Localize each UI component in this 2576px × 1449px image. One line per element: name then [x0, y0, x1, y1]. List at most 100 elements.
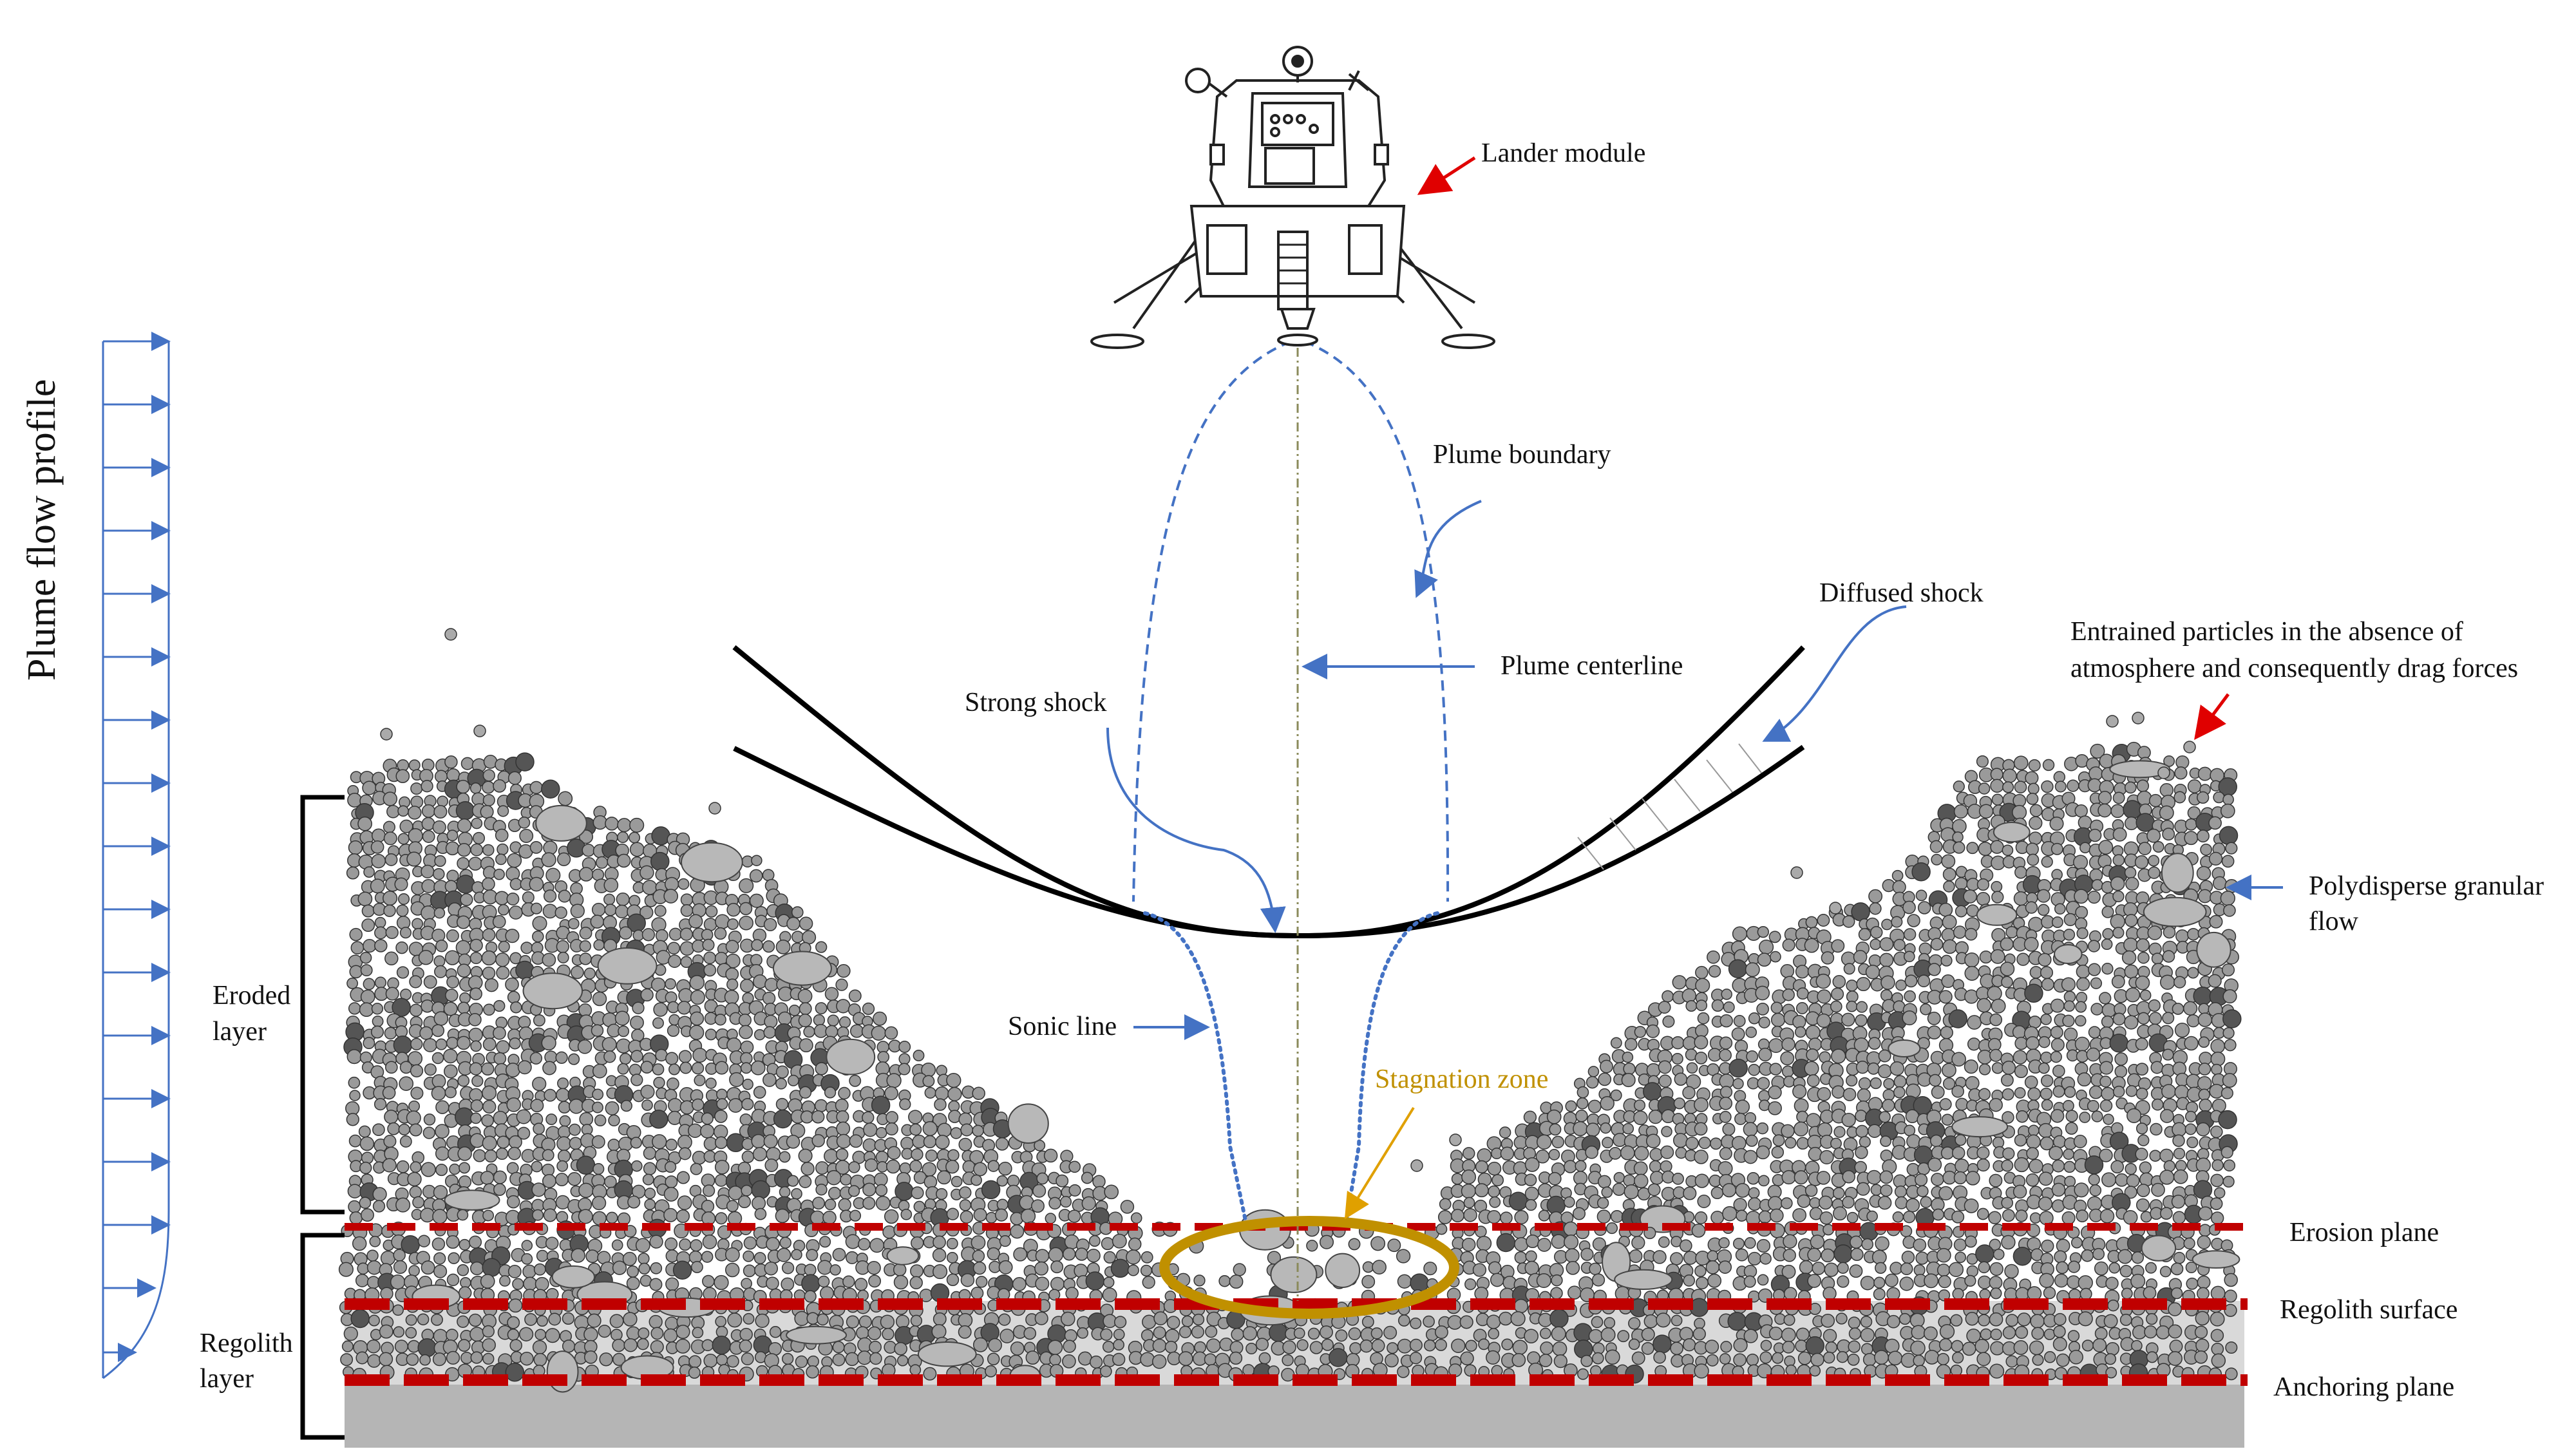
particle [668, 927, 682, 941]
particle [629, 831, 641, 844]
particle [739, 878, 754, 893]
particle [727, 1312, 743, 1328]
particle [1978, 1088, 1991, 1101]
particle [395, 1197, 411, 1213]
particle [652, 1134, 667, 1150]
particle [1842, 1170, 1855, 1184]
particle [1459, 1315, 1473, 1329]
particle [517, 1060, 532, 1075]
sonic-line-right [1344, 911, 1439, 1226]
particle [1804, 1184, 1818, 1197]
particle [2197, 766, 2212, 781]
particle [410, 1037, 423, 1050]
particle [724, 989, 739, 1005]
particle [1799, 1260, 1814, 1274]
particle [1832, 975, 1846, 989]
particle [1588, 1329, 1603, 1343]
particle [908, 1110, 923, 1124]
particle [2101, 1015, 2114, 1028]
particle [1952, 1351, 1964, 1364]
particle [810, 1210, 825, 1226]
particle [579, 1112, 594, 1126]
particle [409, 1003, 423, 1017]
particle [800, 1110, 814, 1124]
particle [1633, 1099, 1646, 1112]
particle [2225, 842, 2238, 855]
sonic-line-left [1143, 911, 1248, 1226]
particle [1816, 1013, 1831, 1028]
particle [2169, 1340, 2183, 1354]
particle [1536, 1134, 1552, 1150]
particle [1794, 1026, 1806, 1038]
particle [2087, 778, 2102, 793]
particle [1915, 1251, 1929, 1265]
particle [1976, 1208, 1989, 1220]
particle [763, 1026, 776, 1039]
particle [2052, 1337, 2067, 1352]
particle [1976, 1146, 1990, 1160]
particle [529, 841, 543, 854]
particle [359, 1161, 372, 1175]
particle [1719, 1096, 1733, 1110]
particle [1580, 1247, 1594, 1261]
particle [2184, 1110, 2197, 1122]
particle [2197, 889, 2212, 904]
particle [2005, 1355, 2018, 1368]
particle [2124, 866, 2137, 879]
particle [2110, 876, 2125, 891]
particle [2131, 1251, 2145, 1264]
particle [1736, 1209, 1748, 1222]
particle [482, 1209, 495, 1222]
particle [587, 1313, 601, 1328]
particle [741, 1150, 755, 1164]
particle [2162, 950, 2175, 963]
particle [1850, 1247, 1864, 1262]
particle [2062, 1100, 2074, 1112]
particle [1672, 1173, 1684, 1185]
particle [1551, 1135, 1564, 1149]
particle [835, 1148, 849, 1161]
particle [2013, 891, 2029, 906]
particle [357, 891, 373, 907]
particle [863, 1122, 878, 1137]
particle [1978, 1063, 1991, 1075]
particle [1489, 1196, 1501, 1208]
particle [1781, 1037, 1795, 1052]
particle [2196, 1122, 2210, 1137]
particle [797, 989, 813, 1004]
particle [2198, 1088, 2210, 1101]
particle [2160, 1109, 2174, 1123]
particle [591, 1024, 604, 1037]
particle [1794, 1170, 1808, 1185]
particle [1576, 1097, 1589, 1110]
particle [545, 1113, 558, 1126]
particle [690, 990, 705, 1005]
particle [1735, 1099, 1750, 1115]
particle [1396, 1249, 1411, 1264]
particle [2028, 916, 2043, 933]
particle [2168, 1302, 2182, 1316]
particle [2087, 940, 2101, 952]
particle [431, 1237, 446, 1251]
particle [2125, 914, 2138, 927]
particle [1658, 1074, 1672, 1088]
particle [612, 1352, 626, 1367]
particle [1882, 1099, 1895, 1112]
lower-shock-curve [733, 744, 1805, 939]
particle [1551, 1326, 1566, 1341]
particle [384, 1027, 397, 1040]
particle [2162, 828, 2175, 841]
particle [505, 1363, 525, 1382]
particle [2012, 804, 2027, 820]
particle [951, 1175, 963, 1188]
particle [2124, 964, 2139, 979]
particle [421, 905, 436, 921]
particle [348, 840, 363, 855]
particle-large [826, 1038, 876, 1075]
particle [1855, 1110, 1868, 1122]
particle [2079, 1112, 2091, 1123]
particle [678, 988, 694, 1003]
particle [1830, 1137, 1842, 1150]
particle [832, 1247, 846, 1262]
particle [1756, 1238, 1771, 1253]
